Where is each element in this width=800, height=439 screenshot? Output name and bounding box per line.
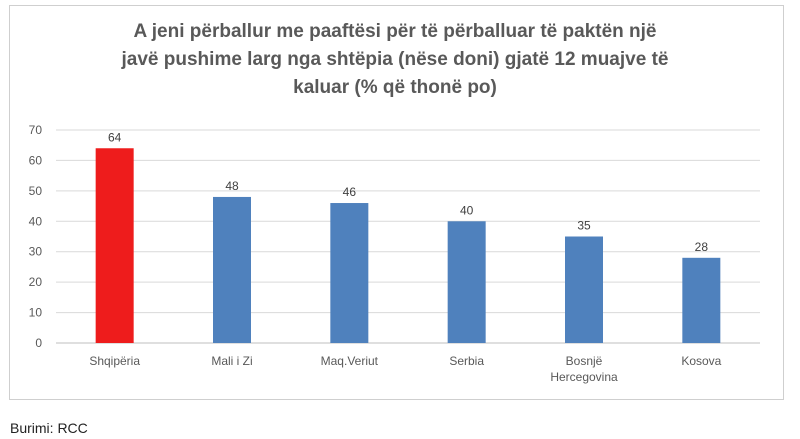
data-label: 64 [108, 130, 122, 144]
data-label: 40 [460, 203, 474, 217]
x-tick-label: Hercegovina [550, 370, 618, 384]
data-label: 28 [695, 240, 709, 254]
chart-title: A jeni përballur me paaftësi për të përb… [121, 21, 669, 98]
y-tick-label: 60 [29, 153, 43, 167]
data-label: 48 [225, 179, 239, 193]
bar [565, 236, 603, 343]
bar [213, 196, 251, 343]
bar [447, 221, 486, 343]
bar [95, 148, 134, 343]
source-note: Burimi: RCC [10, 420, 88, 436]
chart-frame: A jeni përballur me paaftësi për të përb… [9, 5, 784, 400]
y-tick-label: 0 [35, 336, 42, 350]
data-label: 35 [577, 219, 591, 233]
x-tick-label: Maq.Veriut [321, 354, 379, 368]
x-tick-label: Serbia [449, 354, 484, 368]
bar [330, 203, 369, 343]
x-tick-label: Bosnjë [566, 354, 603, 368]
x-tick-label: Mali i Zi [211, 354, 252, 368]
y-tick-label: 10 [29, 306, 43, 320]
data-label: 46 [343, 185, 357, 199]
x-tick-label: Kosova [681, 354, 721, 368]
y-tick-label: 20 [29, 275, 43, 289]
bar [682, 257, 721, 343]
y-tick-label: 70 [29, 123, 43, 137]
y-tick-label: 40 [29, 214, 43, 228]
y-tick-label: 30 [29, 245, 43, 259]
y-tick-label: 50 [29, 184, 43, 198]
x-tick-label: Shqipëria [89, 354, 140, 368]
